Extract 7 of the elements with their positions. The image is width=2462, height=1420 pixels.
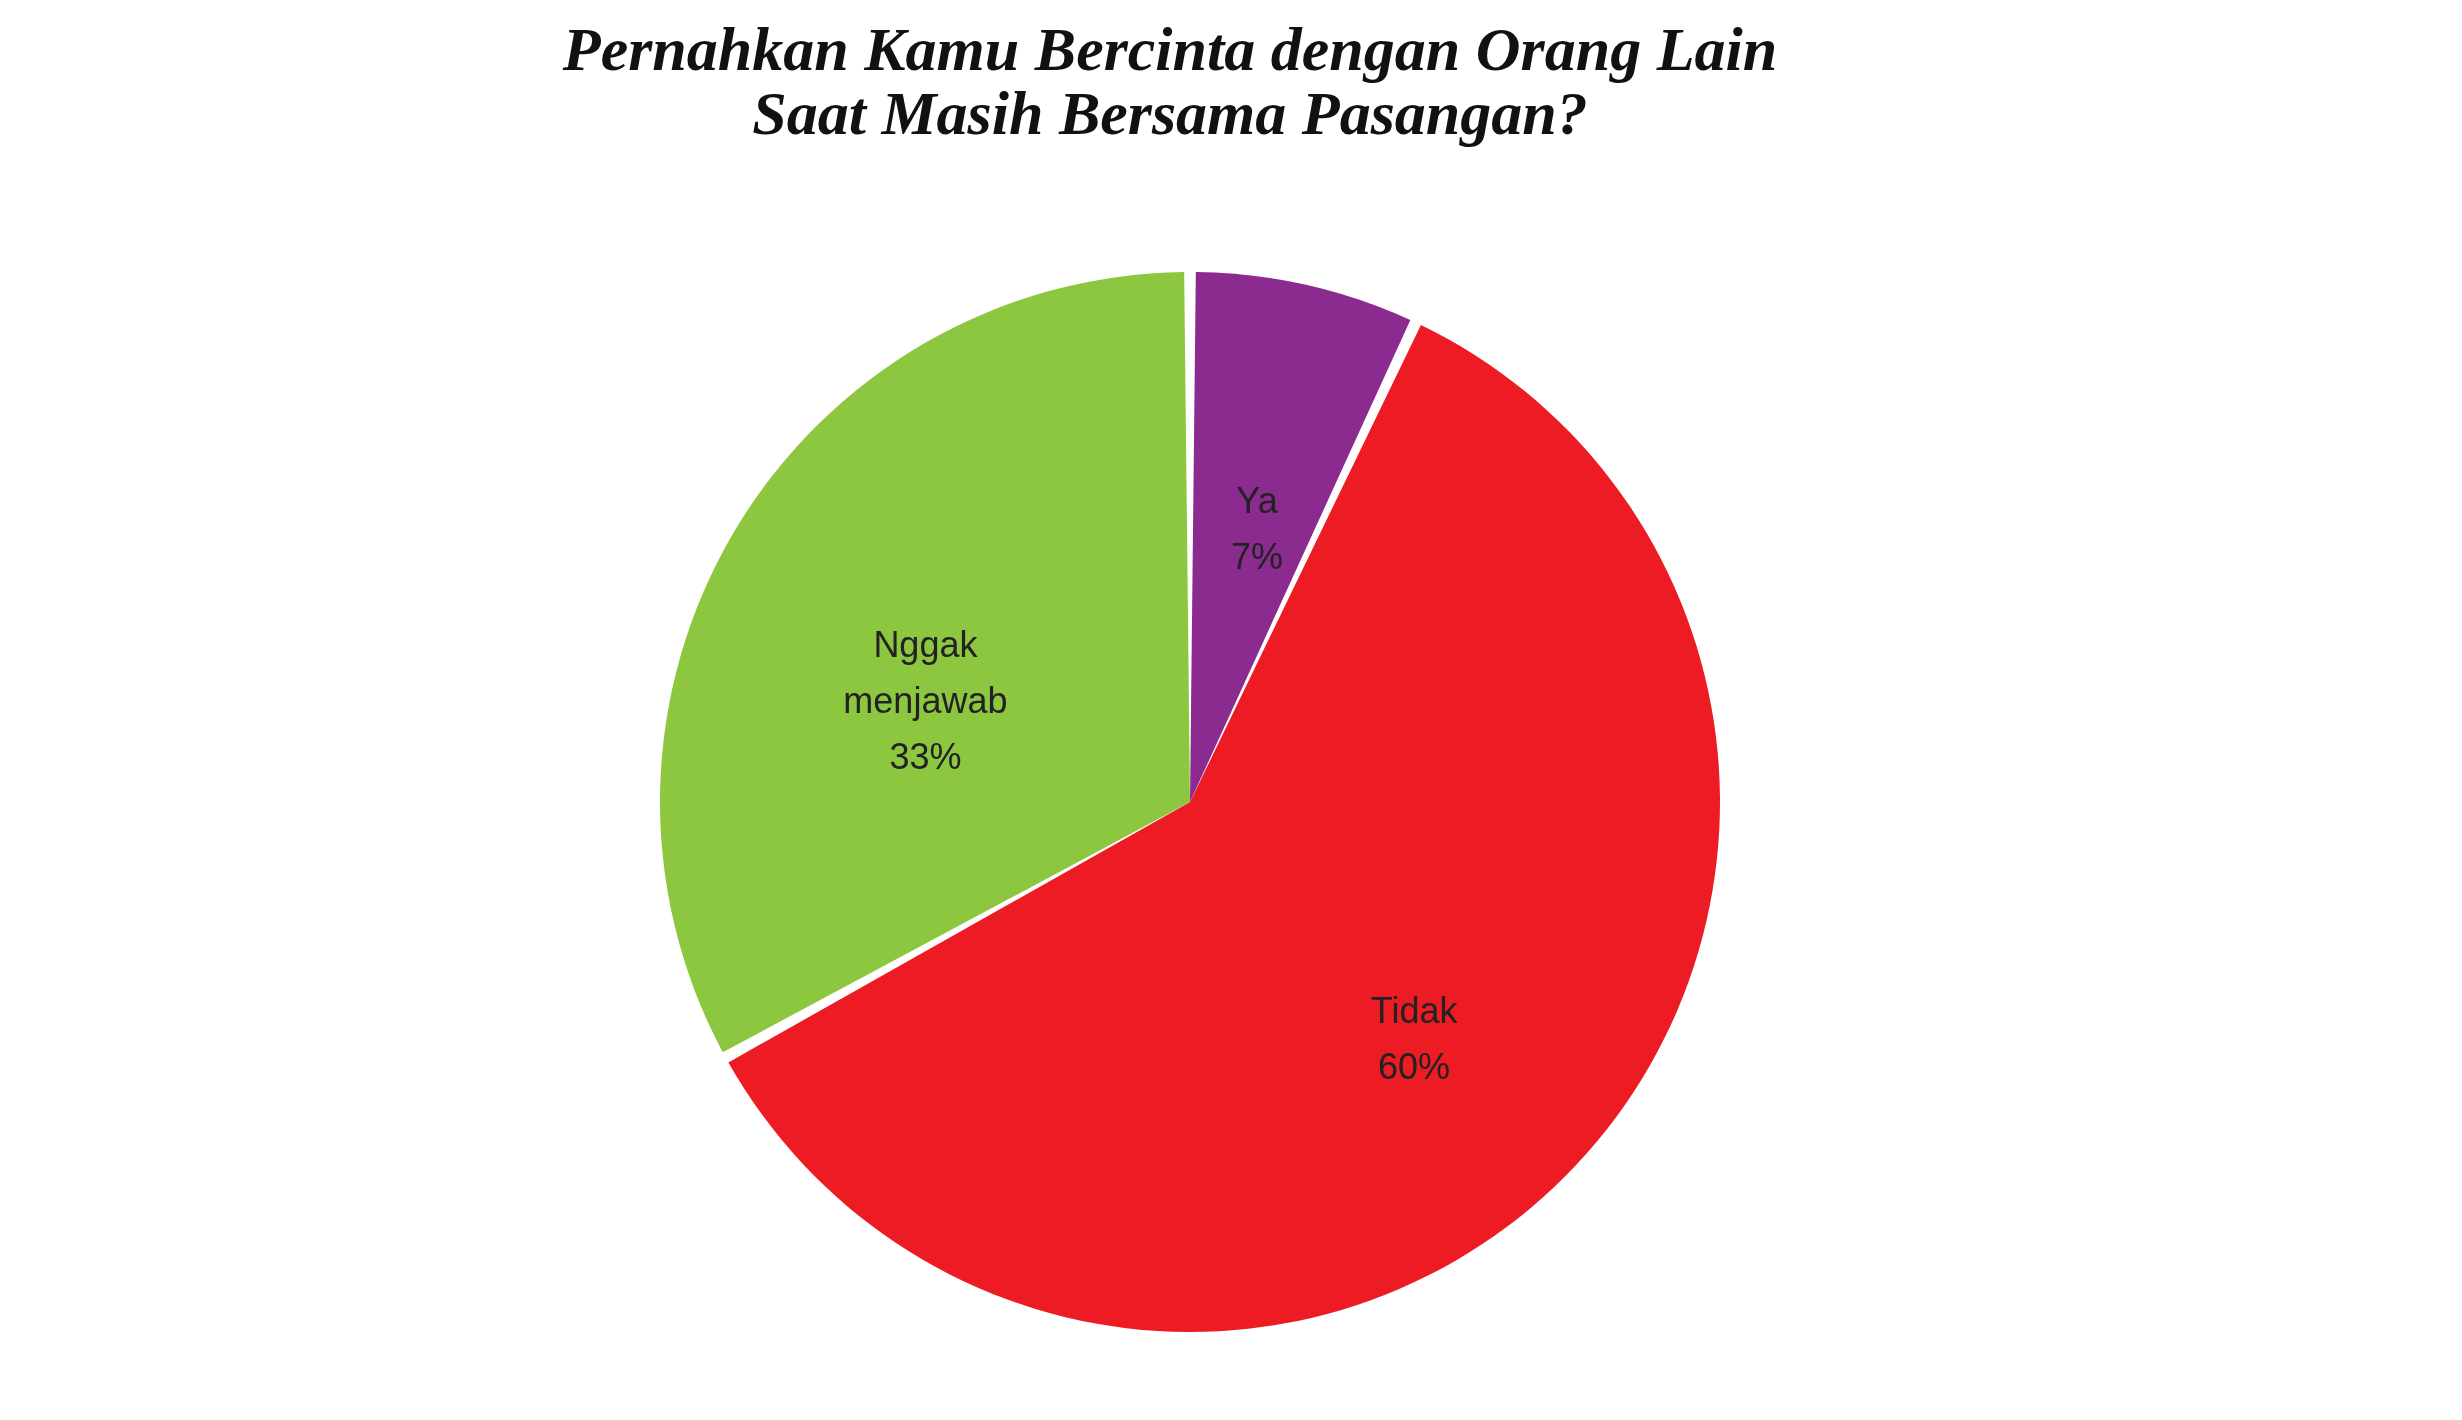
data-label: 60%: [1378, 1046, 1451, 1088]
slice-label: Ya: [1236, 480, 1279, 521]
slice-label: Tidak: [1370, 990, 1459, 1032]
text: Pernahkan Kamu Bercinta dengan Orang Lain: [562, 15, 1778, 83]
data-label: 33%: [889, 735, 962, 777]
slice-label: Nggak menjawab: [843, 623, 1008, 721]
data-label: 7%: [1231, 536, 1284, 577]
